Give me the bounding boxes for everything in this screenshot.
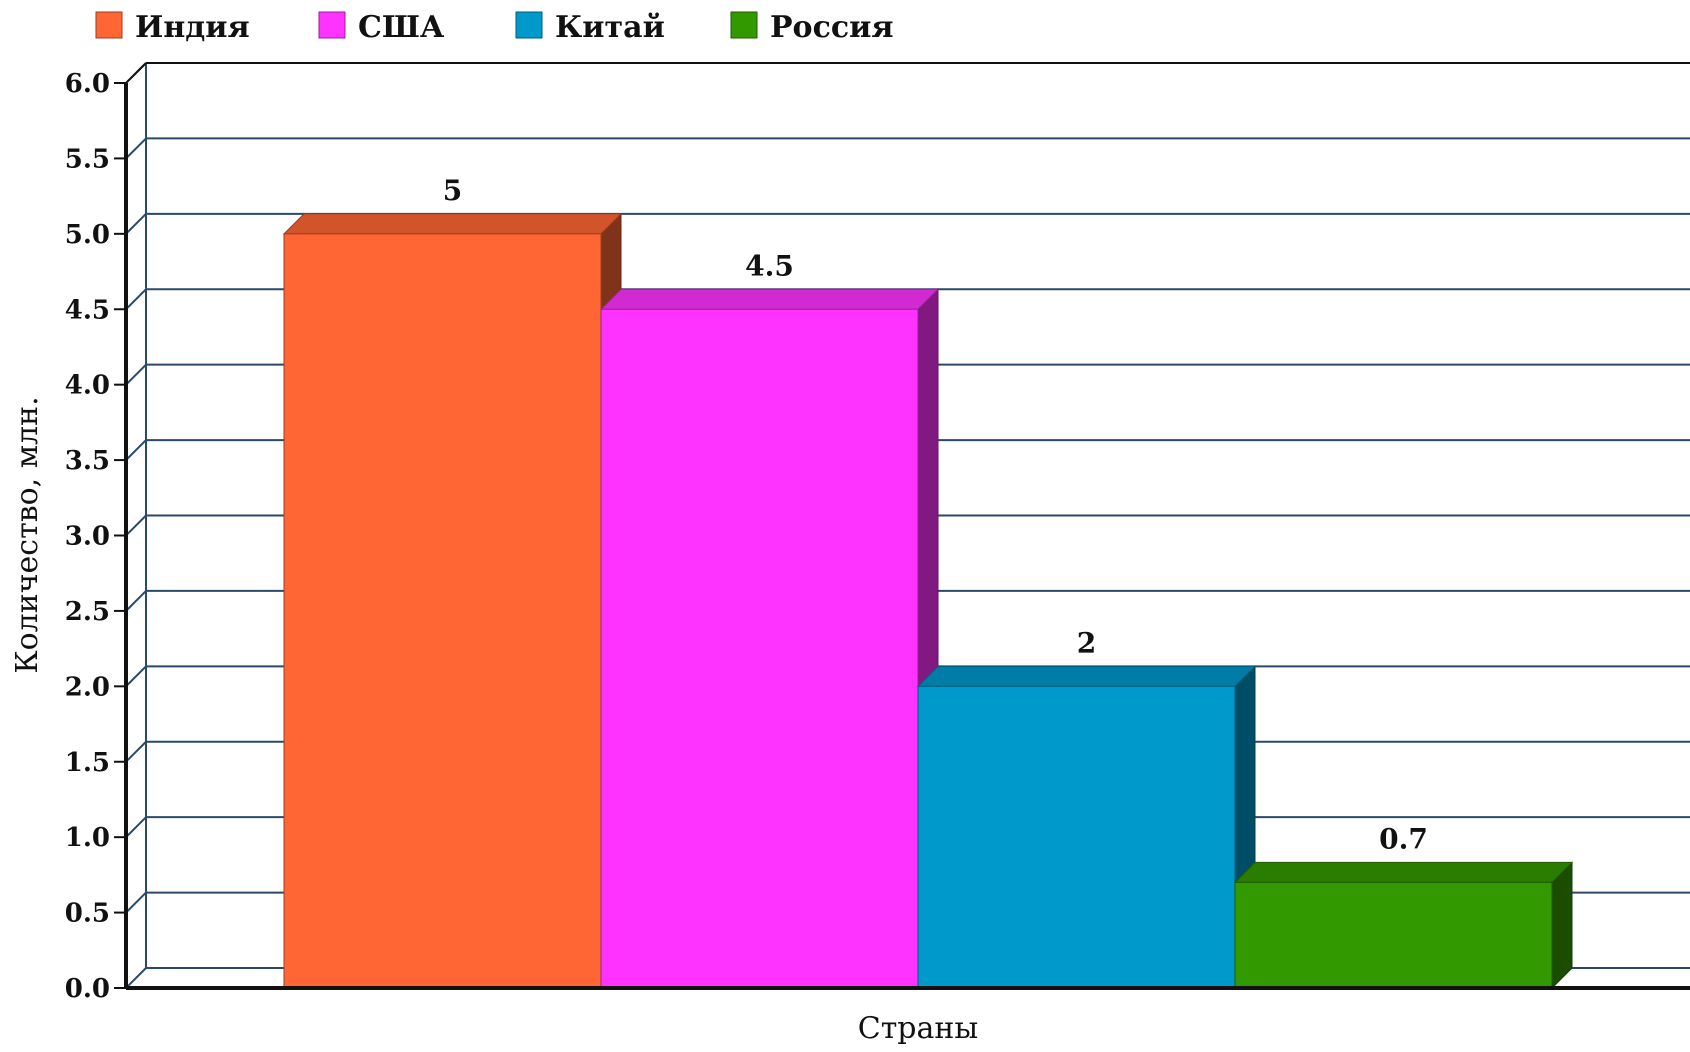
y-tick-label: 5.5 [65,144,110,174]
gridline-depth [125,288,147,310]
x-axis-title: Страны [858,1011,979,1046]
bar-top [599,288,940,310]
bar-value-label: 0.7 [1379,822,1428,855]
bar-3 [916,665,1257,990]
legend-swatch [318,11,346,39]
bar-value-label: 4.5 [745,249,794,282]
bar-4 [1233,861,1574,990]
gridline-depth [125,439,147,461]
gridline-depth [125,363,147,386]
y-tick-label: 4.0 [65,371,110,401]
legend-item: США [318,10,445,45]
legend-label: Индия [135,10,250,45]
gridline-depth [125,816,147,838]
legend-swatch [95,11,123,39]
gridline-depth [125,514,147,537]
y-tick-label: 3.5 [65,446,110,476]
y-tick-label: 0.5 [65,899,110,929]
legend-swatch [730,11,758,39]
bar-front [917,685,1236,989]
bar-top [282,213,623,235]
bar-value-label: 5 [443,174,462,207]
y-tick-label: 2.0 [65,672,110,702]
bar-2 [599,288,940,990]
gridline-depth [125,665,147,688]
gridline-depth [125,213,147,235]
y-tick-label: 1.0 [65,823,110,853]
y-tick-label: 0.0 [65,974,110,1004]
bar-top [1233,861,1574,883]
legend-swatch [515,11,543,39]
y-tick-label: 2.5 [65,597,110,627]
gridline-depth [125,891,147,914]
y-tick-label: 3.0 [65,522,110,552]
gridline-depth [125,741,147,763]
labels-layer: 5 4.5 2 0.7 [126,174,1690,990]
y-tick-label: 5.0 [65,220,110,250]
bar-front [283,233,602,989]
legend-label: Россия [770,10,894,45]
legend-label: США [358,10,445,45]
y-tick-label: 6.0 [65,69,110,99]
legend: Индия США Китай Россия [95,10,894,45]
y-tick-label: 1.5 [65,748,110,778]
bars-layer [282,212,1574,990]
bar-front [1234,881,1553,989]
y-tick-label: 4.5 [65,295,110,325]
gridline-depth [125,137,147,160]
y-axis-title: Количество, млн. [10,396,45,673]
legend-item: Индия [95,10,250,45]
legend-label: Китай [555,10,665,45]
bar-front [600,308,919,989]
gridline-depth [125,590,147,612]
bar-value-label: 2 [1077,626,1096,659]
bar-1 [282,212,623,990]
legend-item: Китай [515,10,665,45]
y-axis-top-edge [125,62,147,84]
gridline-depth [125,967,147,989]
bar-side [1551,861,1573,990]
legend-item: Россия [730,10,894,45]
bar-top [916,665,1257,687]
